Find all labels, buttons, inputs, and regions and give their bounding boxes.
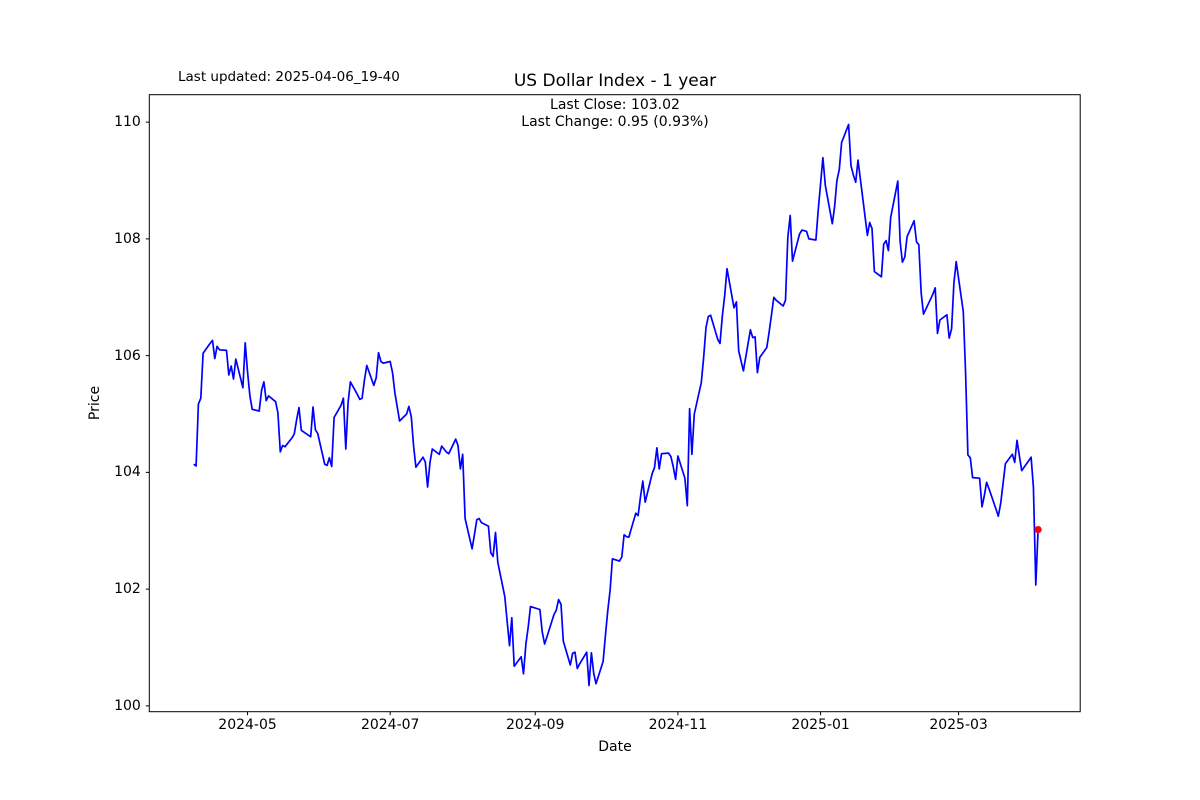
subtitle-last-change: Last Change: 0.95 (0.93%) xyxy=(521,114,709,130)
x-tick-label: 2025-01 xyxy=(791,717,850,734)
tick-marks xyxy=(145,121,960,716)
y-tick-label: 104 xyxy=(114,464,141,481)
x-tick-label: 2024-11 xyxy=(648,717,708,734)
last-close-marker-dot xyxy=(1034,526,1042,534)
x-tick-label: 2025-03 xyxy=(929,717,988,734)
x-tick-label: 2024-05 xyxy=(218,717,277,734)
y-axis-label: Price xyxy=(87,385,103,421)
x-tick-label: 2024-07 xyxy=(360,717,420,734)
y-tick-label: 106 xyxy=(114,347,141,364)
price-line-series xyxy=(193,123,1039,687)
y-tick-label: 108 xyxy=(114,230,141,247)
chart-title: US Dollar Index - 1 year xyxy=(513,71,717,91)
y-tick-label: 102 xyxy=(114,581,141,598)
subtitle-last-close: Last Close: 103.02 xyxy=(550,97,680,113)
last-updated-text: Last updated: 2025-04-06_19-40 xyxy=(178,69,400,85)
x-axis-label: Date xyxy=(598,739,632,755)
x-tick-label: 2024-09 xyxy=(505,717,565,734)
y-tick-label: 100 xyxy=(114,697,141,714)
plot-border xyxy=(148,94,1081,713)
y-tick-label: 110 xyxy=(114,114,141,131)
